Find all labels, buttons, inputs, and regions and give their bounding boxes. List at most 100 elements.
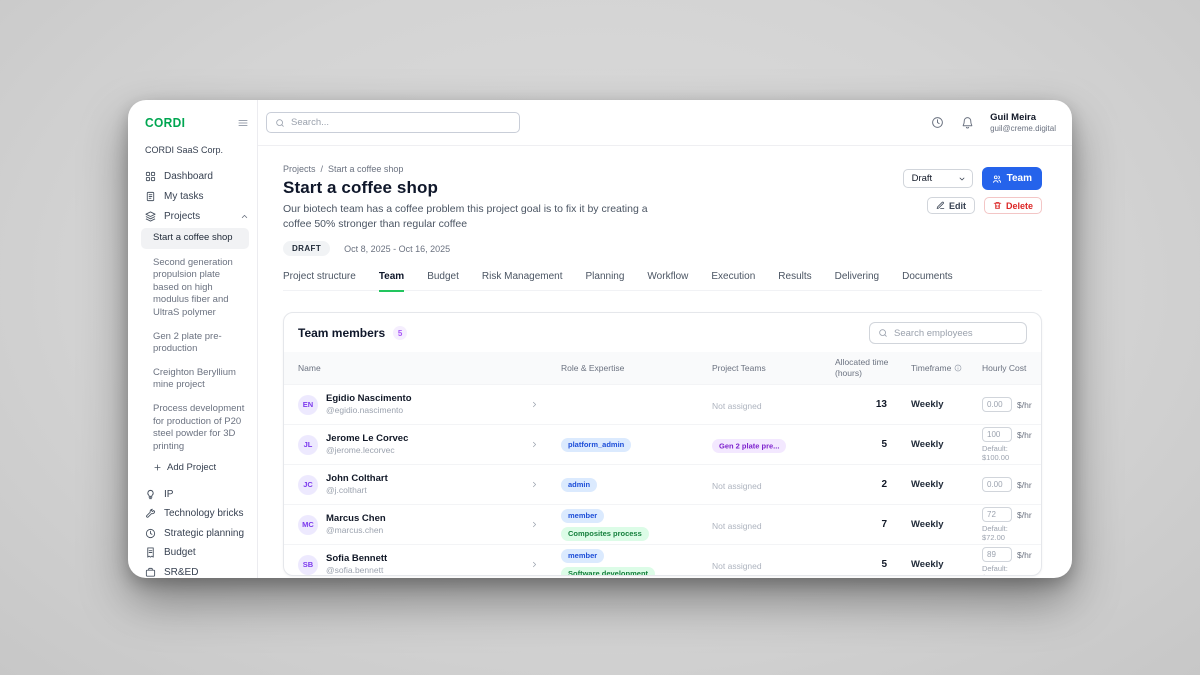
col-project-teams: Project Teams	[712, 362, 766, 373]
tab-risk-management[interactable]: Risk Management	[481, 271, 563, 282]
member-username: @j.colthart	[326, 485, 367, 495]
tab-budget[interactable]: Budget	[427, 271, 459, 282]
sidebar-item-ip[interactable]: IP	[145, 484, 249, 504]
sidebar-item-sred[interactable]: SR&ED	[145, 562, 249, 578]
default-rate: Default: $72.00	[982, 524, 1008, 542]
hourly-rate-input[interactable]	[982, 507, 1012, 522]
global-search[interactable]	[266, 112, 520, 133]
info-icon[interactable]	[954, 364, 962, 372]
sidebar-item-strategic-planning[interactable]: Strategic planning	[145, 523, 249, 543]
sidebar-project-second-generation[interactable]: Second generation propulsion plate based…	[153, 256, 233, 318]
briefcase-icon	[145, 567, 156, 578]
plus-icon	[153, 463, 162, 472]
rate-unit: $/hr	[1017, 429, 1032, 440]
search-icon	[878, 328, 888, 338]
project-dates: Oct 8, 2025 - Oct 16, 2025	[344, 243, 451, 254]
header-controls: Draft Team Edit Delete	[902, 167, 1042, 214]
sidebar-item-label: Projects	[164, 210, 201, 222]
history-icon[interactable]	[931, 116, 944, 129]
project-team-value: Not assigned	[712, 560, 762, 571]
sidebar-project-process-development[interactable]: Process development for production of P2…	[153, 402, 245, 452]
avatar: EN	[298, 394, 318, 415]
delete-button[interactable]: Delete	[983, 197, 1042, 214]
hourly-rate-input[interactable]	[982, 477, 1012, 492]
tab-delivering[interactable]: Delivering	[834, 271, 880, 282]
tab-team[interactable]: Team	[379, 271, 404, 290]
sidebar-project-creighton[interactable]: Creighton Beryllium mine project	[153, 366, 236, 391]
tab-results[interactable]: Results	[778, 271, 812, 282]
avatar: JL	[298, 434, 318, 455]
sidebar-project-start-a-coffee-shop[interactable]: Start a coffee shop	[141, 228, 249, 249]
expertise-badge: Composites process	[561, 526, 649, 541]
breadcrumb-separator: /	[320, 164, 324, 174]
expertise-badge: Software development	[561, 566, 656, 575]
table-row: MC Marcus Chen @marcus.chen member Compo…	[284, 504, 1041, 544]
timeframe-value: Weekly	[911, 519, 944, 530]
employee-search-input[interactable]	[894, 327, 1026, 339]
member-name: Marcus Chen	[326, 513, 386, 524]
hourly-rate-input[interactable]	[982, 427, 1012, 442]
chevron-right-icon[interactable]	[530, 520, 539, 529]
app-window: CORDI CORDI SaaS Corp. Dashboard My task…	[128, 100, 1072, 578]
dashboard-icon	[145, 171, 156, 182]
user-name: Guil Meira	[990, 112, 1036, 123]
user-email: guil@creme.digital	[990, 124, 1056, 133]
col-timeframe: Timeframe	[911, 363, 982, 374]
sidebar-item-label: Dashboard	[164, 170, 213, 182]
sidebar-item-label: Strategic planning	[164, 527, 245, 539]
table-header: Name Role & Expertise Project Teams Allo…	[284, 352, 1041, 384]
user-menu[interactable]: Guil Meira guil@creme.digital	[990, 112, 1056, 133]
hourly-rate-input[interactable]	[982, 397, 1012, 412]
receipt-icon	[145, 547, 156, 558]
tab-workflow[interactable]: Workflow	[647, 271, 689, 282]
sidebar-item-my-tasks[interactable]: My tasks	[145, 186, 249, 206]
status-select[interactable]: Draft	[902, 169, 973, 188]
chevron-right-icon[interactable]	[530, 400, 539, 409]
employee-search[interactable]	[869, 322, 1027, 344]
project-team-value: Not assigned	[712, 480, 762, 491]
lightbulb-icon	[145, 489, 156, 500]
tab-project-structure[interactable]: Project structure	[283, 271, 356, 282]
sidebar-item-projects[interactable]: Projects	[145, 206, 249, 226]
project-description: Our biotech team has a coffee problem th…	[283, 203, 648, 230]
global-search-input[interactable]	[291, 117, 511, 128]
timeframe-value: Weekly	[911, 479, 944, 490]
tab-planning[interactable]: Planning	[585, 271, 625, 282]
member-username: @sofia.bennett	[326, 565, 384, 575]
breadcrumb-projects[interactable]: Projects	[283, 164, 316, 174]
tab-execution[interactable]: Execution	[711, 271, 756, 282]
tab-documents[interactable]: Documents	[902, 271, 953, 282]
menu-icon[interactable]	[237, 117, 249, 129]
project-tabs: Project structure Team Budget Risk Manag…	[283, 271, 1042, 291]
hourly-rate-input[interactable]	[982, 547, 1012, 562]
rate-unit: $/hr	[1017, 509, 1032, 520]
rate-unit: $/hr	[1017, 549, 1032, 560]
allocated-time-value: 7	[881, 519, 887, 530]
sidebar-item-technology-bricks[interactable]: Technology bricks	[145, 504, 249, 524]
trash-icon	[993, 201, 1002, 210]
projects-layers-icon	[145, 210, 156, 222]
sidebar-item-label: SR&ED	[164, 566, 199, 578]
sidebar-project-gen2-plate[interactable]: Gen 2 plate pre-production	[153, 330, 222, 355]
sidebar-item-budget[interactable]: Budget	[145, 543, 249, 563]
role-badge: platform_admin	[561, 437, 632, 452]
timeframe-value: Weekly	[911, 559, 944, 570]
team-members-count: 5	[393, 326, 408, 340]
project-team-badge: Gen 2 plate pre...	[712, 439, 787, 453]
chevron-up-icon[interactable]	[240, 212, 249, 221]
sidebar-item-dashboard[interactable]: Dashboard	[145, 166, 249, 186]
chevron-right-icon[interactable]	[530, 480, 539, 489]
search-icon	[275, 118, 285, 128]
team-button[interactable]: Team	[981, 167, 1042, 190]
notifications-bell-icon[interactable]	[961, 116, 974, 129]
chevron-right-icon[interactable]	[530, 440, 539, 449]
default-rate: Default: $89.00	[982, 564, 1008, 575]
member-username: @egidio.nascimento	[326, 405, 404, 415]
chevron-right-icon[interactable]	[530, 560, 539, 569]
project-team-value: Not assigned	[712, 400, 762, 411]
team-members-title: Team members	[298, 326, 386, 340]
page-title: Start a coffee shop	[283, 178, 438, 197]
add-project-button[interactable]: Add Project	[141, 462, 249, 473]
sidebar-nav: Dashboard My tasks Projects	[145, 166, 249, 226]
edit-button[interactable]: Edit	[926, 197, 975, 214]
